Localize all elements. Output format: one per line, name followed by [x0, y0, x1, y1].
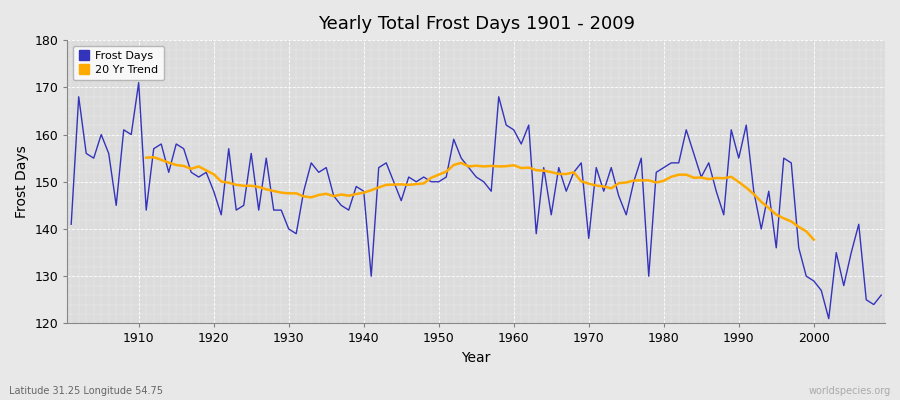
Text: Latitude 31.25 Longitude 54.75: Latitude 31.25 Longitude 54.75	[9, 386, 163, 396]
Frost Days	[508, 128, 519, 132]
20 Yr Trend	[351, 192, 362, 196]
20 Yr Trend	[148, 155, 159, 160]
X-axis label: Year: Year	[462, 351, 490, 365]
20 Yr Trend	[718, 176, 729, 181]
Frost Days	[516, 142, 526, 146]
Y-axis label: Frost Days: Frost Days	[15, 145, 29, 218]
Text: worldspecies.org: worldspecies.org	[809, 386, 891, 396]
20 Yr Trend	[613, 181, 624, 186]
Frost Days	[876, 293, 886, 298]
20 Yr Trend	[703, 177, 714, 182]
20 Yr Trend	[786, 219, 796, 224]
Line: 20 Yr Trend: 20 Yr Trend	[146, 157, 814, 240]
Frost Days	[298, 189, 309, 194]
Frost Days	[133, 80, 144, 85]
20 Yr Trend	[238, 183, 249, 188]
Frost Days	[343, 208, 354, 212]
Frost Days	[66, 222, 77, 227]
Frost Days	[126, 132, 137, 137]
Legend: Frost Days, 20 Yr Trend: Frost Days, 20 Yr Trend	[73, 46, 164, 80]
Frost Days	[824, 316, 834, 321]
Line: Frost Days: Frost Days	[71, 83, 881, 319]
Frost Days	[606, 165, 616, 170]
20 Yr Trend	[808, 237, 819, 242]
Title: Yearly Total Frost Days 1901 - 2009: Yearly Total Frost Days 1901 - 2009	[318, 15, 634, 33]
20 Yr Trend	[140, 155, 151, 160]
